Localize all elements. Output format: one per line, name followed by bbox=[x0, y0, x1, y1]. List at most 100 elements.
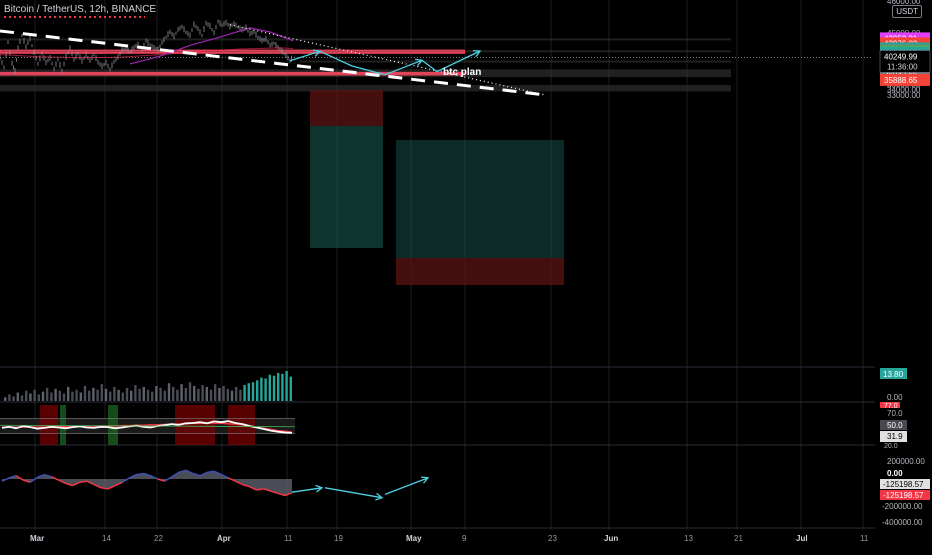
current-price-badge bbox=[879, 50, 931, 73]
momentum-line bbox=[51, 476, 59, 481]
volume-bar bbox=[167, 383, 171, 401]
support-box bbox=[0, 71, 465, 76]
volume-bar bbox=[272, 375, 276, 401]
volume-bar bbox=[235, 386, 238, 401]
time-tick-label: 11 bbox=[284, 534, 293, 543]
momentum-tick-label: -200000.00 bbox=[882, 502, 923, 511]
osc-tick-label: 31.9 bbox=[887, 432, 903, 441]
momentum-line bbox=[86, 480, 95, 486]
volume-bar bbox=[96, 389, 99, 401]
volume-bar bbox=[180, 384, 183, 401]
momentum-line bbox=[178, 469, 187, 474]
momentum-line bbox=[199, 471, 208, 477]
momentum-arrow bbox=[291, 487, 323, 493]
volume-bar bbox=[25, 390, 28, 401]
volume-bar bbox=[277, 372, 280, 401]
volume-bar bbox=[197, 388, 200, 401]
time-tick-label: Apr bbox=[217, 534, 231, 543]
volume-bar bbox=[146, 389, 150, 401]
volume-bar bbox=[176, 389, 179, 401]
volume-bar bbox=[83, 386, 87, 401]
momentum-line bbox=[107, 484, 116, 490]
momentum-line bbox=[235, 480, 243, 486]
time-tick-label: 11 bbox=[860, 534, 869, 543]
volume-bar bbox=[193, 386, 196, 401]
momentum-badge bbox=[880, 479, 930, 489]
momentum-line bbox=[220, 473, 229, 479]
momentum-line bbox=[1, 477, 10, 482]
zone-mid-gray-band bbox=[240, 50, 731, 53]
volume-bar bbox=[113, 386, 116, 401]
volume-bar bbox=[41, 391, 45, 401]
osc-bull-region bbox=[108, 405, 118, 445]
volume-bar bbox=[109, 391, 112, 401]
osc-tick-label: 20.0 bbox=[884, 443, 898, 450]
time-tick-label: 19 bbox=[334, 534, 343, 543]
volume-bar bbox=[184, 387, 187, 401]
momentum-line bbox=[270, 490, 279, 495]
chart-title: Bitcoin / TetherUS, 12h, BINANCE bbox=[4, 4, 157, 15]
volume-bar bbox=[75, 389, 78, 401]
momentum-line bbox=[171, 471, 180, 478]
momentum-line bbox=[58, 479, 66, 485]
time-tick-label: 21 bbox=[734, 534, 743, 543]
volume-bar bbox=[172, 386, 175, 401]
volume-bar bbox=[67, 386, 70, 401]
osc-badge bbox=[880, 431, 907, 442]
momentum-tick-label: -125198.57 bbox=[883, 480, 924, 489]
volume-bar bbox=[54, 388, 57, 401]
volume-bar bbox=[247, 383, 250, 401]
volume-bar bbox=[117, 389, 120, 401]
momentum-line bbox=[228, 477, 236, 482]
momentum-line bbox=[44, 473, 52, 478]
volume-bar bbox=[29, 393, 32, 401]
volume-bar bbox=[268, 374, 271, 401]
momentum-line bbox=[128, 473, 137, 479]
time-tick-label: Jul bbox=[796, 534, 808, 543]
volume-badge bbox=[880, 368, 907, 379]
volume-bar bbox=[226, 388, 229, 401]
price-badge-label: 35888.65 bbox=[884, 76, 918, 85]
take-profit-zone bbox=[310, 126, 383, 248]
volume-bar bbox=[16, 392, 19, 401]
volume-bar bbox=[121, 392, 124, 401]
osc-badge bbox=[880, 420, 907, 430]
volume-bar bbox=[88, 390, 91, 401]
volume-bar bbox=[264, 378, 267, 401]
osc-badge bbox=[880, 402, 900, 408]
momentum-arrow bbox=[384, 477, 429, 496]
time-tick-label: 9 bbox=[462, 534, 467, 543]
momentum-line bbox=[164, 476, 173, 482]
momentum-line bbox=[65, 482, 73, 487]
momentum-tick-label: -125198.57 bbox=[883, 491, 924, 500]
volume-bar bbox=[251, 382, 255, 401]
momentum-line bbox=[121, 477, 130, 483]
volume-bar bbox=[222, 386, 225, 401]
time-tick-label: 23 bbox=[548, 534, 557, 543]
countdown-label: 11:36:00 bbox=[887, 62, 918, 71]
momentum-arrow bbox=[324, 487, 383, 499]
volume-bar bbox=[256, 380, 259, 401]
momentum-line bbox=[284, 492, 293, 497]
time-tick-label: 22 bbox=[154, 534, 163, 543]
momentum-line bbox=[157, 478, 165, 482]
momentum-line bbox=[150, 475, 158, 480]
volume-bar bbox=[289, 376, 292, 401]
volume-bar bbox=[151, 391, 154, 401]
volume-bar bbox=[155, 386, 158, 401]
momentum-line bbox=[114, 481, 123, 487]
volume-bar bbox=[230, 390, 234, 401]
price-tick-label: 33000.00 bbox=[887, 91, 921, 100]
currency-badge[interactable]: USDT bbox=[892, 5, 922, 18]
momentum-line bbox=[143, 472, 151, 477]
momentum-line bbox=[37, 473, 45, 479]
volume-bar bbox=[159, 387, 162, 401]
plan-arrowhead bbox=[313, 49, 322, 57]
osc-bear-region bbox=[40, 405, 58, 445]
volume-bar bbox=[243, 385, 246, 401]
volume-bar bbox=[130, 390, 133, 401]
momentum-line bbox=[79, 480, 87, 484]
volume-bar bbox=[58, 390, 61, 401]
